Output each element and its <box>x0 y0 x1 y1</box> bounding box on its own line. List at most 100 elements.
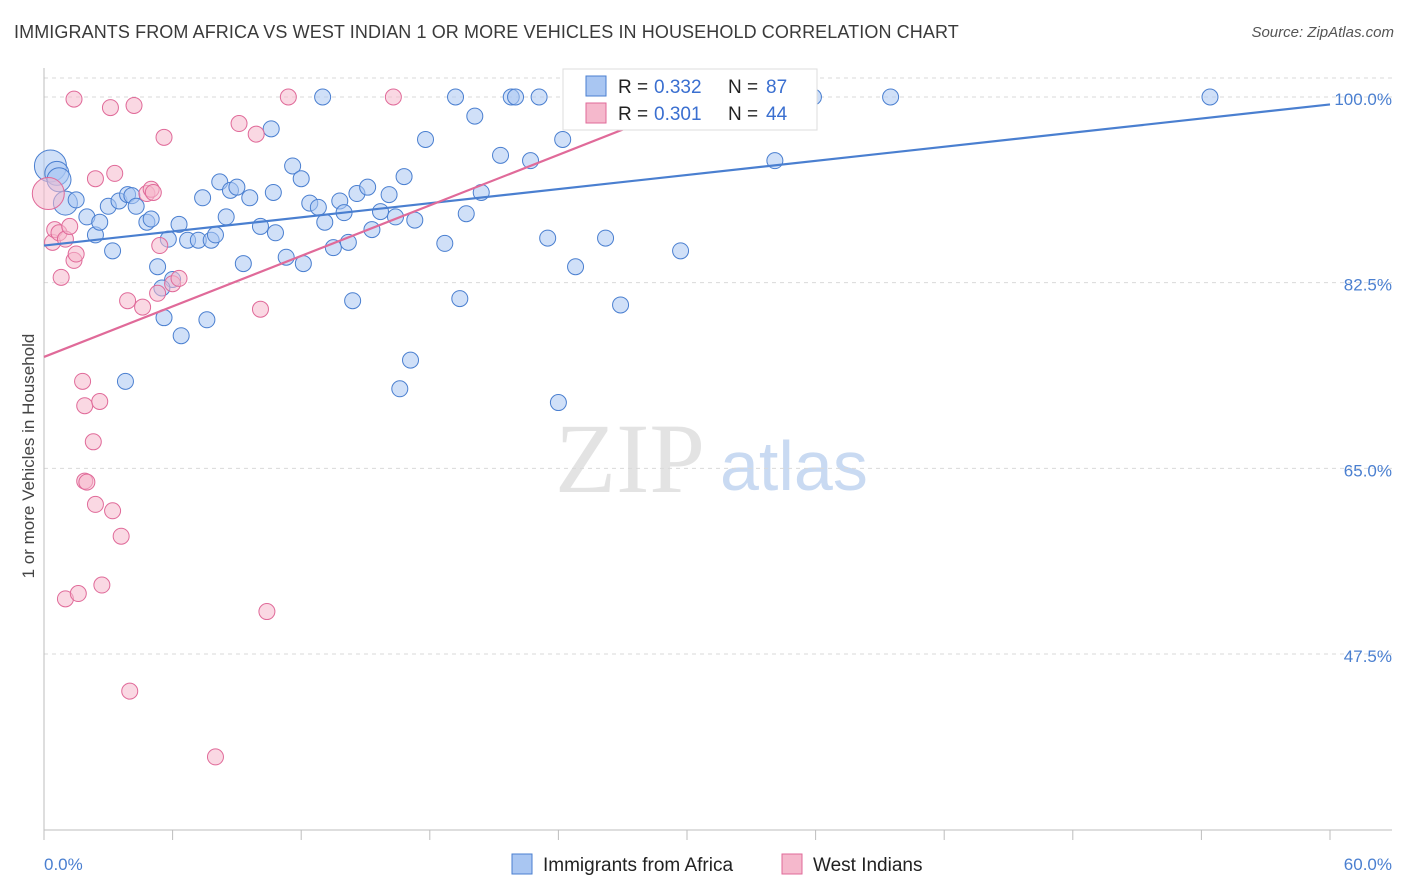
data-point <box>567 258 585 276</box>
stats-row-1: R = 0.332 N = 87 <box>618 77 787 98</box>
y-tick-label: 65.0% <box>1344 461 1392 480</box>
data-point <box>101 99 119 117</box>
axes <box>43 68 1392 831</box>
data-point <box>112 527 130 545</box>
data-point <box>417 130 435 148</box>
r-label-2: R = <box>618 104 653 125</box>
data-point <box>284 157 302 175</box>
data-point <box>597 229 615 247</box>
data-point <box>121 682 139 700</box>
data-point <box>31 177 65 211</box>
y-axis-label: 1 or more Vehicles in Household <box>19 334 38 579</box>
data-point <box>104 502 122 520</box>
x-tick-label-max: 60.0% <box>1344 855 1392 874</box>
series-immigrants-from-africa <box>33 88 1219 412</box>
data-point <box>91 213 109 231</box>
y-tick-labels: 47.5% 65.0% 82.5% 100.0% <box>1334 90 1392 666</box>
bottom-legend-label-1: Immigrants from Africa <box>543 855 733 876</box>
data-point <box>149 284 167 302</box>
data-point <box>78 473 96 491</box>
watermark-atlas: atlas <box>720 427 868 505</box>
data-point <box>144 183 162 201</box>
data-point <box>116 372 134 390</box>
data-point <box>69 585 87 603</box>
stats-row-2: R = 0.301 N = 44 <box>618 104 788 125</box>
data-point <box>142 210 160 228</box>
data-point <box>67 191 85 209</box>
bottom-legend-label-2: West Indians <box>813 855 922 876</box>
data-point <box>539 229 557 247</box>
trend-line-pink <box>43 90 720 358</box>
data-point <box>119 292 137 310</box>
y-tick-label: 100.0% <box>1334 90 1392 109</box>
chart-title: IMMIGRANTS FROM AFRICA VS WEST INDIAN 1 … <box>14 22 959 42</box>
data-point <box>125 96 143 114</box>
series-west-indians <box>31 88 402 766</box>
r-value-1: 0.332 <box>654 77 702 98</box>
data-point <box>402 351 420 369</box>
n-label-1: N = <box>728 77 763 98</box>
gridlines <box>44 77 1392 655</box>
data-point <box>228 178 246 196</box>
data-point <box>292 170 310 188</box>
data-point <box>309 198 327 216</box>
data-point <box>149 258 167 276</box>
data-point <box>391 380 409 398</box>
data-point <box>74 372 92 390</box>
data-point <box>206 226 224 244</box>
bottom-legend-swatch-blue <box>511 853 533 875</box>
data-point <box>155 128 173 146</box>
y-tick-label: 47.5% <box>1344 647 1392 666</box>
watermark-zip: ZIP <box>555 403 705 514</box>
y-tick-label: 82.5% <box>1344 276 1392 295</box>
trend-line-blue <box>43 103 1331 247</box>
data-point <box>52 268 70 286</box>
data-point <box>194 189 212 207</box>
data-point <box>86 495 104 513</box>
data-point <box>151 237 169 255</box>
data-point <box>316 213 334 231</box>
data-point <box>380 186 398 204</box>
data-point <box>882 88 900 106</box>
data-point <box>530 88 548 106</box>
data-point <box>549 394 567 412</box>
x-tick-label-min: 0.0% <box>44 855 83 874</box>
data-point <box>451 290 469 308</box>
stats-legend: R = 0.332 N = 87 R = 0.301 N = 44 <box>562 68 818 131</box>
data-point <box>344 292 362 310</box>
bottom-legend: Immigrants from Africa West Indians <box>511 853 922 876</box>
data-point <box>1201 88 1219 106</box>
data-point <box>279 88 297 106</box>
data-point <box>86 170 104 188</box>
data-point <box>61 217 79 235</box>
data-point <box>93 576 111 594</box>
data-point <box>247 125 265 143</box>
data-point <box>134 298 152 316</box>
n-value-2: 44 <box>766 104 788 125</box>
data-point <box>104 242 122 260</box>
data-point <box>492 146 510 164</box>
data-point <box>234 255 252 273</box>
data-point <box>372 203 390 221</box>
r-value-2: 0.301 <box>654 104 702 125</box>
x-ticks <box>43 830 1331 840</box>
data-point <box>554 130 572 148</box>
data-point <box>241 189 259 207</box>
data-point <box>466 107 484 125</box>
r-label-1: R = <box>618 77 653 98</box>
data-point <box>457 205 475 223</box>
data-point <box>395 168 413 186</box>
data-point <box>230 115 248 133</box>
bottom-legend-swatch-pink <box>781 853 803 875</box>
data-point <box>258 603 276 621</box>
data-point <box>206 748 224 766</box>
data-point <box>507 88 525 106</box>
data-point <box>359 178 377 196</box>
data-point <box>251 300 269 318</box>
trend-lines <box>43 90 1331 358</box>
n-label-2: N = <box>728 104 763 125</box>
stats-legend-swatch-pink <box>585 102 607 124</box>
data-point <box>172 327 190 345</box>
data-point <box>436 234 454 252</box>
